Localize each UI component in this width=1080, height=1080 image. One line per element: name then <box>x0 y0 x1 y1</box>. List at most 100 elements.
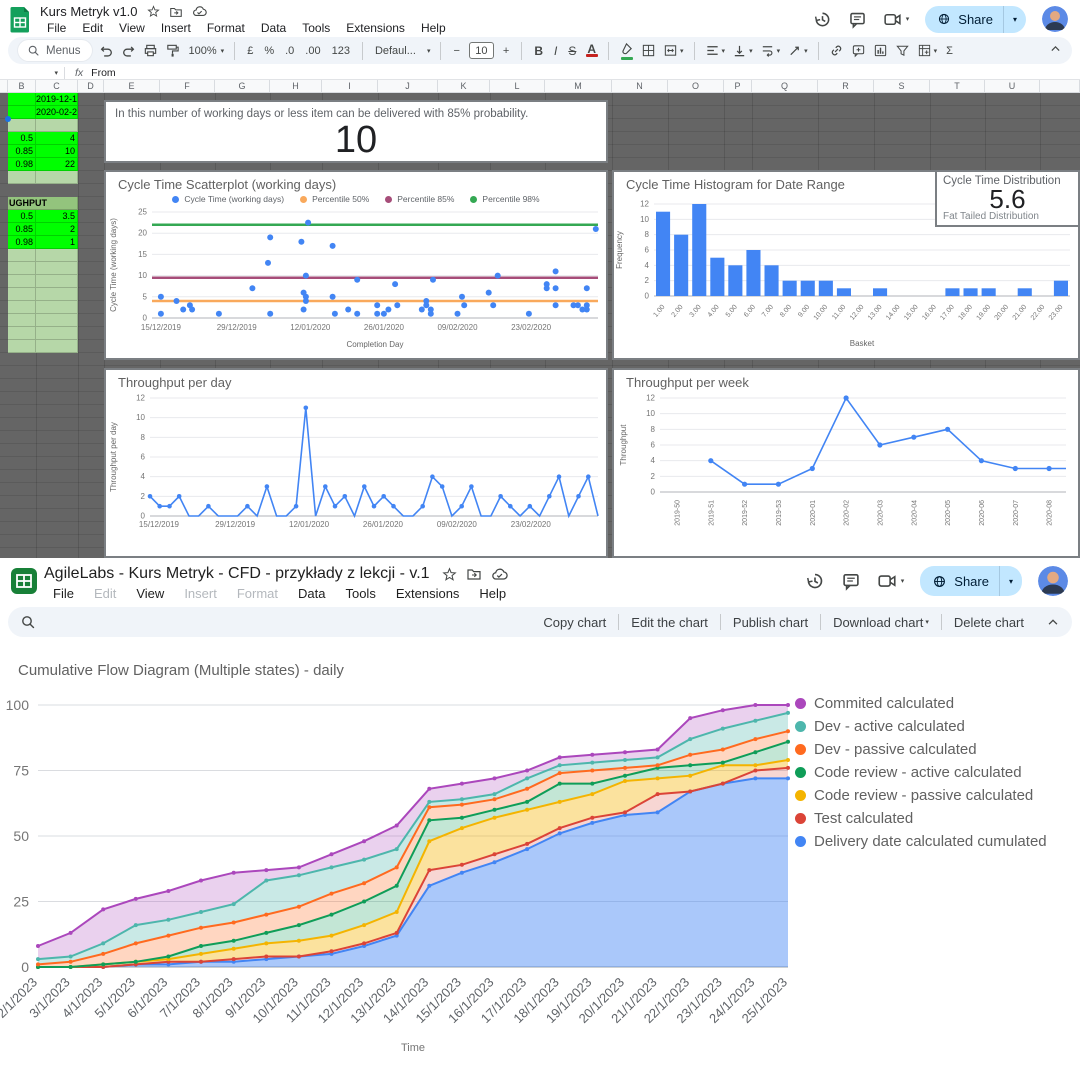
menu-view[interactable]: View <box>119 21 145 35</box>
cell[interactable] <box>36 184 78 197</box>
cell[interactable]: 0.5 <box>8 132 36 145</box>
menu-extensions[interactable]: Extensions <box>395 586 460 601</box>
sigma-button[interactable]: Σ <box>944 45 955 57</box>
cell[interactable] <box>36 288 78 301</box>
chart-button[interactable] <box>873 43 888 58</box>
column-header-D[interactable]: D <box>78 80 104 93</box>
column-header-T[interactable]: T <box>930 80 985 93</box>
dec_inc-button[interactable]: .00 <box>303 45 322 57</box>
sheets-logo-icon[interactable] <box>10 6 31 33</box>
formula-input[interactable]: From <box>91 66 116 79</box>
collapse-toolbar-button[interactable] <box>1046 615 1060 629</box>
cell[interactable]: 2 <box>36 223 78 236</box>
menu-help[interactable]: Help <box>420 21 446 35</box>
column-header-U[interactable]: U <box>985 80 1040 93</box>
copy-chart-button[interactable]: Copy chart <box>531 615 618 630</box>
cell[interactable]: 0.98 <box>8 236 36 249</box>
name-box[interactable]: ▾ <box>0 69 58 77</box>
cell[interactable]: 10 <box>36 145 78 158</box>
italic-button[interactable]: I <box>552 44 559 58</box>
column-header-K[interactable]: K <box>438 80 490 93</box>
share-dropdown-icon[interactable]: ▾ <box>1008 576 1013 586</box>
cell[interactable] <box>36 314 78 327</box>
formats-button[interactable]: 123 <box>330 45 352 57</box>
menu-file[interactable]: File <box>47 21 67 35</box>
column-header-S[interactable]: S <box>874 80 930 93</box>
column-header-I[interactable]: I <box>322 80 378 93</box>
cell[interactable] <box>8 184 36 197</box>
menu-tools[interactable]: Tools <box>345 586 376 601</box>
cell[interactable] <box>8 288 36 301</box>
wrap-button[interactable]: ▾ <box>760 43 780 58</box>
column-header-N[interactable]: N <box>612 80 668 93</box>
cell[interactable] <box>8 249 36 262</box>
version-history-button[interactable] <box>813 10 832 29</box>
version-history-button[interactable] <box>805 571 825 591</box>
account-avatar[interactable] <box>1038 566 1068 596</box>
menu-extensions[interactable]: Extensions <box>346 21 405 35</box>
zoom-button[interactable]: 100% ▾ <box>187 45 225 57</box>
column-header-B[interactable]: B <box>8 80 36 93</box>
font-button[interactable]: Defaul... ▾ <box>373 45 431 57</box>
meet-button[interactable]: ▾ <box>877 571 904 591</box>
menu-data[interactable]: Data <box>260 21 287 35</box>
move-folder-icon[interactable] <box>169 5 183 19</box>
cell[interactable]: 22 <box>36 158 78 171</box>
cell[interactable] <box>36 275 78 288</box>
cell[interactable]: 2020-02-28 <box>36 106 78 119</box>
move-folder-icon[interactable] <box>466 566 482 582</box>
account-avatar[interactable] <box>1042 6 1068 32</box>
cycle-time-distribution-box[interactable]: Cycle Time Distribution 5.6 Fat Tailed D… <box>935 170 1080 227</box>
comments-button[interactable] <box>848 10 867 29</box>
menu-file[interactable]: File <box>53 586 74 601</box>
color-button[interactable]: A <box>585 43 598 57</box>
delete-chart-button[interactable]: Delete chart <box>942 615 1036 630</box>
comment-add-button[interactable] <box>851 43 866 58</box>
cell[interactable]: 0.85 <box>8 145 36 158</box>
cell[interactable] <box>8 340 36 353</box>
cell[interactable] <box>8 262 36 275</box>
chart-card-throughput-per-day[interactable]: Throughput per day 0 2 4 6 8 10 12 15/12/2019 29… <box>104 368 608 558</box>
column-header-partial[interactable] <box>1040 80 1080 93</box>
column-header-E[interactable]: E <box>104 80 160 93</box>
cell[interactable] <box>8 275 36 288</box>
valign-button[interactable]: ▾ <box>732 43 753 58</box>
menu-insert[interactable]: Insert <box>160 21 191 35</box>
menus-search-button[interactable]: Menus <box>18 40 92 61</box>
cell[interactable]: 0.5 <box>8 210 36 223</box>
column-header-G[interactable]: G <box>215 80 270 93</box>
fill-button[interactable] <box>619 42 634 60</box>
rotate-button[interactable]: ▾ <box>787 43 808 58</box>
plus_sign-button[interactable]: + <box>501 45 511 57</box>
undo-button[interactable] <box>99 43 114 58</box>
percent-button[interactable]: % <box>262 45 276 57</box>
cell[interactable] <box>36 327 78 340</box>
menu-format[interactable]: Format <box>236 586 278 601</box>
currency-button[interactable]: £ <box>245 45 255 57</box>
column-header-M[interactable]: M <box>545 80 612 93</box>
menu-tools[interactable]: Tools <box>302 21 331 35</box>
download-chart-button[interactable]: Download chart ▾ <box>821 615 941 630</box>
cell[interactable] <box>36 262 78 275</box>
column-header-H[interactable]: H <box>270 80 322 93</box>
cell[interactable]: 4 <box>36 132 78 145</box>
sheets-logo-icon[interactable] <box>10 567 38 595</box>
chart-card-cycle-time-scatterplot[interactable]: Cycle Time Scatterplot (working days) Cy… <box>104 170 608 360</box>
size-button[interactable]: 10 <box>468 42 494 59</box>
share-button[interactable]: Share ▾ <box>920 566 1022 596</box>
cell-throughput-label[interactable]: UGHPUT <box>8 197 78 210</box>
column-header-P[interactable]: P <box>724 80 752 93</box>
link-button[interactable] <box>829 43 844 58</box>
filter-button[interactable] <box>895 43 910 58</box>
menu-help[interactable]: Help <box>479 586 507 601</box>
cell[interactable] <box>8 106 36 119</box>
column-header-J[interactable]: J <box>378 80 438 93</box>
star-icon[interactable] <box>441 566 457 582</box>
column-header-C[interactable]: C <box>36 80 78 93</box>
publish-chart-button[interactable]: Publish chart <box>721 615 820 630</box>
paint-format-button[interactable] <box>165 43 180 58</box>
cell[interactable] <box>8 314 36 327</box>
meet-button[interactable]: ▾ <box>883 10 909 29</box>
star-icon[interactable] <box>146 5 160 18</box>
cell[interactable] <box>36 119 78 132</box>
